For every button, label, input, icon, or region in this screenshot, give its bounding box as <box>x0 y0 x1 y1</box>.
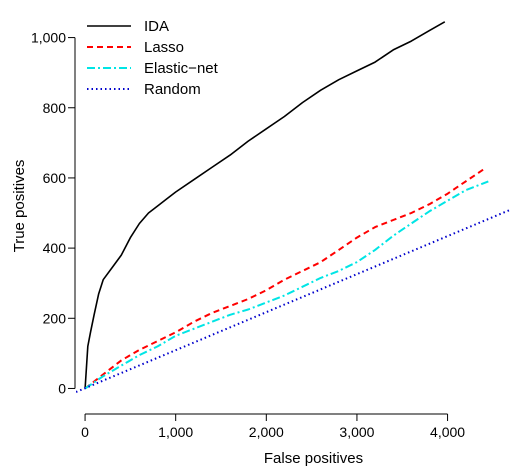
y-axis-title: True positives <box>11 160 28 253</box>
legend-label: IDA <box>144 18 169 35</box>
y-tick-label: 600 <box>43 170 67 186</box>
x-tick-label: 0 <box>81 424 89 440</box>
y-tick-label: 1,000 <box>31 30 66 46</box>
x-axis: 0 1,000 2,000 3,000 4,000 <box>81 413 465 440</box>
y-tick-label: 800 <box>43 100 67 116</box>
legend-label: Elastic−net <box>144 60 219 77</box>
series-layer <box>76 21 512 393</box>
x-tick-label: 1,000 <box>158 424 193 440</box>
x-tick-label: 3,000 <box>339 424 374 440</box>
series-line-lasso <box>84 168 485 390</box>
legend-label: Lasso <box>144 39 184 56</box>
y-tick-label: 0 <box>58 380 66 396</box>
y-tick-label: 400 <box>43 240 67 256</box>
x-axis-title: False positives <box>264 450 363 467</box>
series-line-elastic-net <box>84 180 489 390</box>
y-axis: 0 200 400 600 800 1,000 <box>31 30 76 396</box>
x-tick-label: 4,000 <box>430 424 465 440</box>
series-line-random <box>76 208 512 393</box>
series-line-ida <box>84 21 446 389</box>
x-tick-label: 2,000 <box>249 424 284 440</box>
y-tick-label: 200 <box>43 310 67 326</box>
legend: IDA Lasso Elastic−net Random <box>87 18 219 98</box>
legend-label: Random <box>144 81 201 98</box>
